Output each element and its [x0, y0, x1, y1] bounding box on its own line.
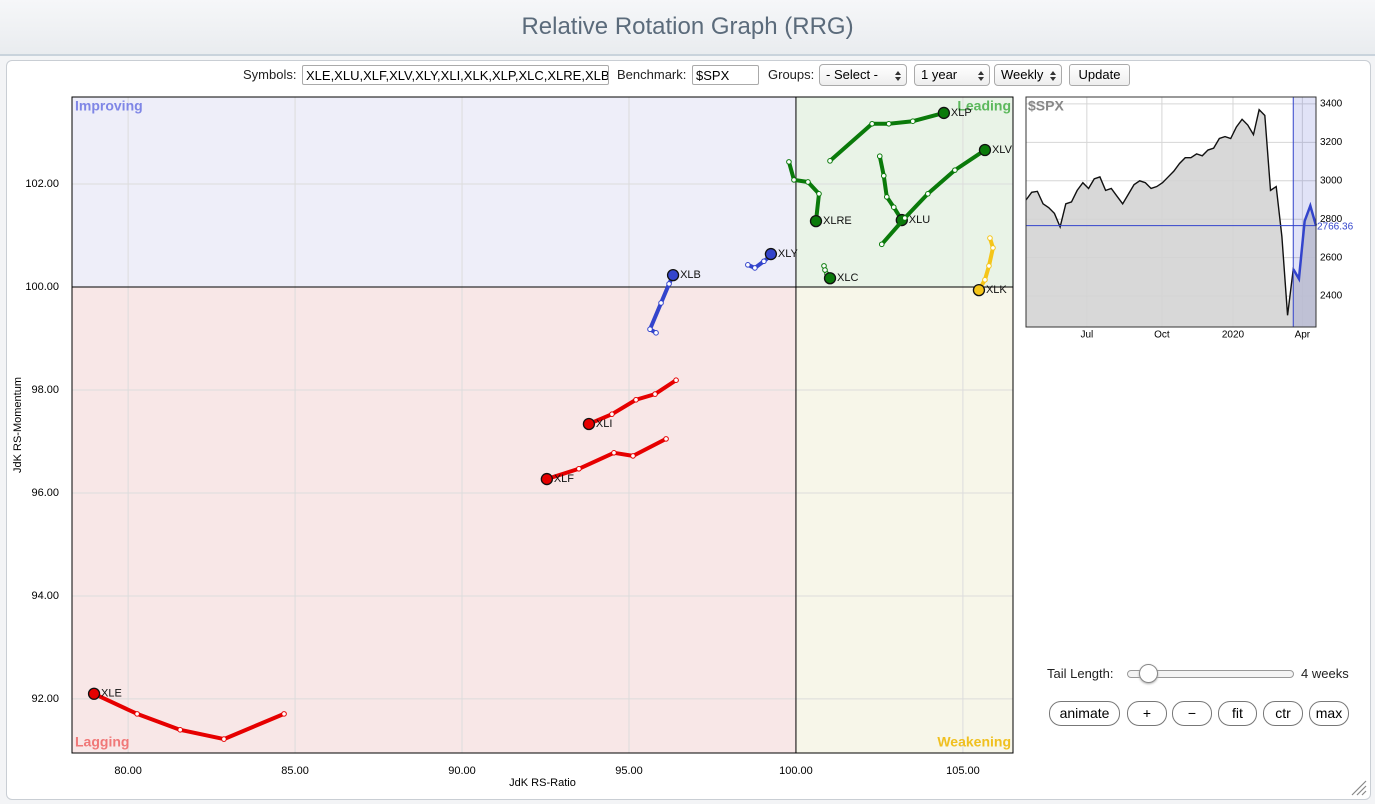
benchmark-input[interactable]: $SPX: [692, 65, 759, 85]
update-button[interactable]: Update: [1069, 64, 1130, 86]
groups-select[interactable]: - Select -: [819, 64, 907, 86]
rrg-panel: [6, 60, 1371, 800]
groups-value: - Select -: [826, 67, 879, 82]
interval-value: Weekly: [1001, 67, 1044, 82]
period-value: 1 year: [921, 67, 958, 82]
center-button[interactable]: ctr: [1263, 701, 1303, 726]
max-button[interactable]: max: [1309, 701, 1349, 726]
tail-length-label: Tail Length:: [1047, 666, 1114, 681]
select-arrows: [978, 71, 984, 81]
animate-button[interactable]: animate: [1049, 701, 1120, 726]
header: Relative Rotation Graph (RRG): [0, 0, 1375, 56]
groups-label: Groups:: [768, 67, 815, 82]
benchmark-label: Benchmark:: [617, 67, 687, 82]
select-arrows: [895, 71, 901, 81]
symbols-input[interactable]: XLE,XLU,XLF,XLV,XLY,XLI,XLK,XLP,XLC,XLRE…: [302, 65, 609, 85]
period-select[interactable]: 1 year: [914, 64, 990, 86]
fit-button[interactable]: fit: [1218, 701, 1257, 726]
page-title: Relative Rotation Graph (RRG): [521, 13, 854, 40]
zoom-out-button[interactable]: −: [1172, 701, 1212, 726]
select-arrows: [1050, 71, 1056, 81]
tail-length-track: [1127, 670, 1294, 678]
tail-length-knob[interactable]: [1139, 664, 1158, 683]
tail-length-value: 4 weeks: [1301, 666, 1349, 681]
zoom-in-button[interactable]: +: [1127, 701, 1167, 726]
interval-select[interactable]: Weekly: [994, 64, 1062, 86]
symbols-label: Symbols:: [243, 67, 297, 82]
